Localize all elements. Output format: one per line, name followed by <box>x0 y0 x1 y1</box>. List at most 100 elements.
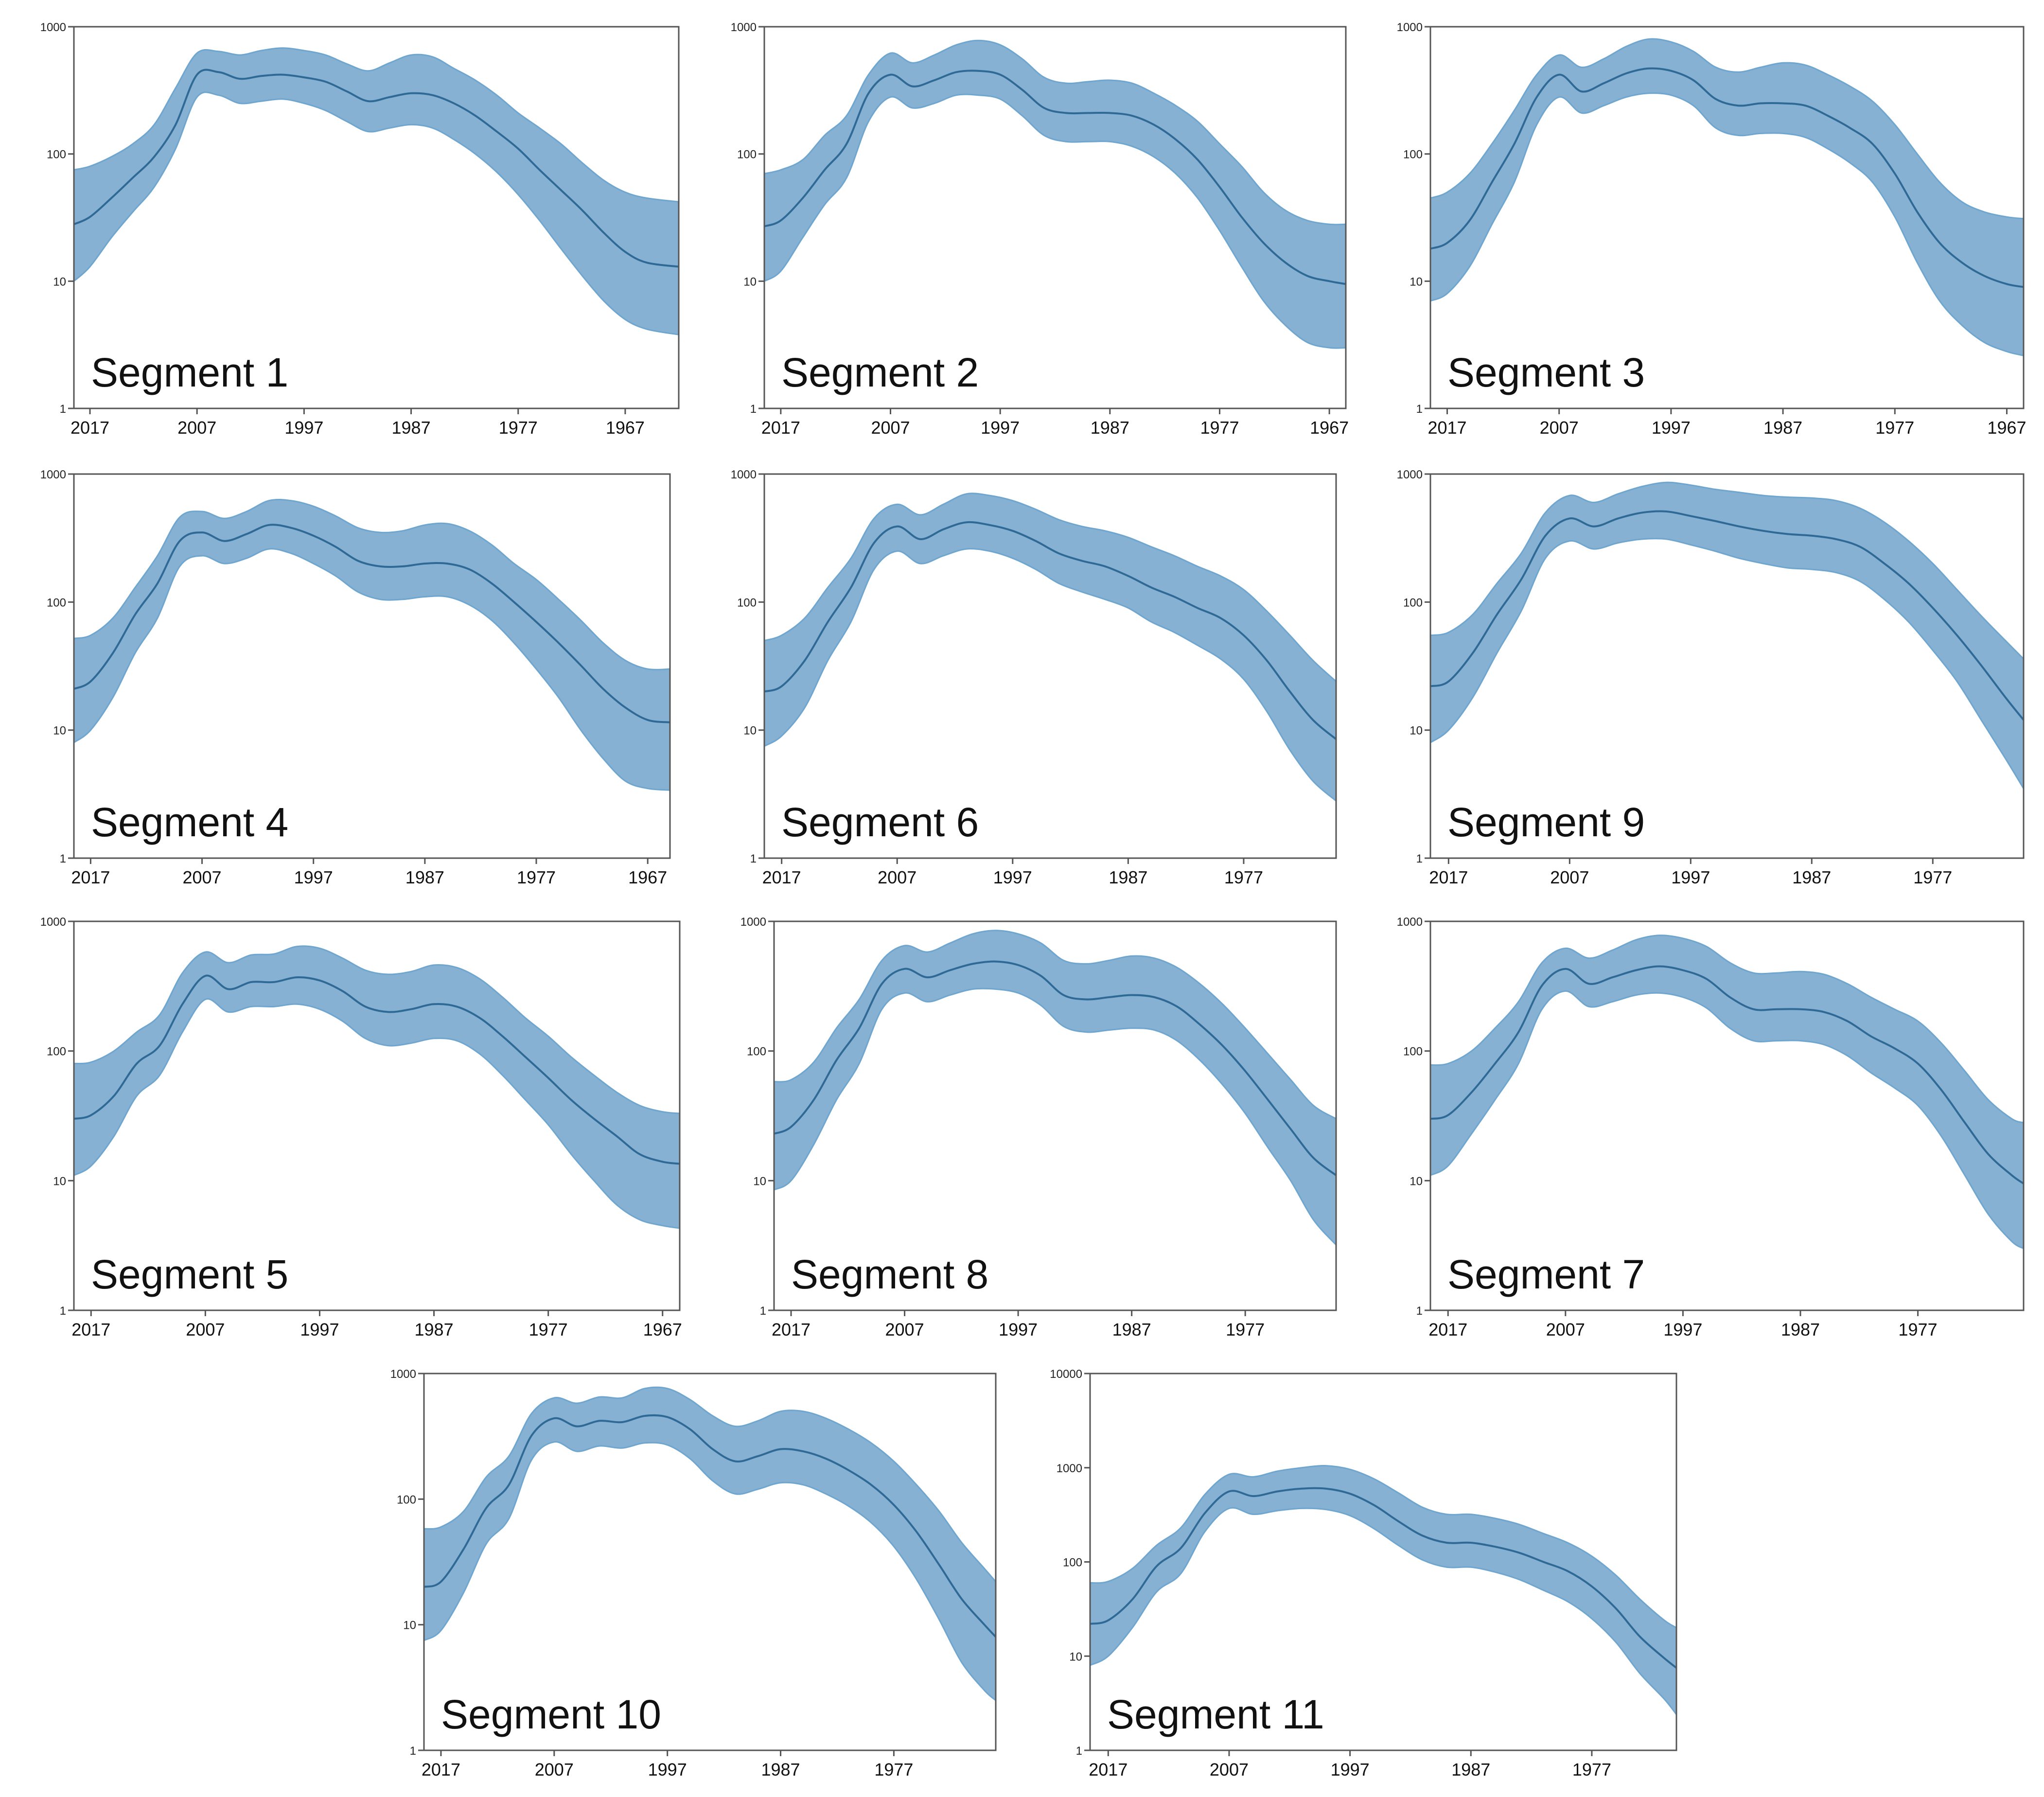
plot-frame <box>1429 26 2025 409</box>
median-line <box>1430 510 2025 721</box>
median-line <box>764 70 1346 285</box>
plot-frame <box>73 920 681 1311</box>
y-tick-label-1: 1 <box>60 1304 66 1318</box>
y-tick-label-100: 100 <box>737 148 757 161</box>
confidence-band <box>1429 38 2025 357</box>
confidence-band <box>1089 1465 1677 1717</box>
confidence-band <box>773 930 1337 1247</box>
chart-svg: 1 10 100 1000 2017 2007 1997 1987 1977 1967 Segmen… <box>40 916 682 1339</box>
x-tick-label-2017: 2017 <box>71 867 110 887</box>
x-tick-label-2007: 2007 <box>1210 1760 1249 1779</box>
x-tick-label-1997: 1997 <box>300 1320 339 1339</box>
x-tick-label-1987: 1987 <box>761 1760 800 1779</box>
x-tick-label-1987: 1987 <box>1792 867 1831 887</box>
panel-segment-2: 1 10 100 1000 2017 2007 1997 1987 1977 1967 Segmen… <box>690 0 1366 452</box>
x-tick-label-1977: 1977 <box>1899 1320 1938 1339</box>
y-tick-label-1: 1 <box>1416 403 1423 416</box>
median-line <box>1430 965 2025 1184</box>
x-tick-label-2017: 2017 <box>762 867 801 887</box>
chart-svg: 1 10 100 1000 2017 2007 1997 1987 1977 Segment 7 <box>1397 916 2025 1339</box>
y-tick-label-100: 100 <box>1403 148 1423 161</box>
y-tick-label-1000: 1000 <box>731 468 757 481</box>
x-tick-label-2007: 2007 <box>177 418 216 438</box>
y-tick-label-100: 100 <box>747 1045 766 1058</box>
y-tick-label-1000: 1000 <box>40 916 66 929</box>
confidence-band <box>763 493 1337 803</box>
median-line <box>1090 1487 1677 1669</box>
median-line <box>73 974 680 1165</box>
plot-frame <box>773 920 1337 1311</box>
y-tick-label-10: 10 <box>1410 724 1423 738</box>
median-line <box>423 1414 997 1638</box>
x-tick-label-1997: 1997 <box>648 1760 687 1779</box>
panel-segment-3: 1 10 100 1000 2017 2007 1997 1987 1977 1967 Segmen… <box>1357 0 2044 452</box>
y-tick-label-10: 10 <box>1410 275 1423 288</box>
y-tick-label-1: 1 <box>1076 1744 1082 1758</box>
y-tick-label-1000: 1000 <box>740 916 766 929</box>
y-tick-label-1: 1 <box>410 1744 416 1758</box>
y-tick-label-100: 100 <box>397 1493 416 1506</box>
x-tick-label-1997: 1997 <box>1671 867 1710 887</box>
x-tick-label-1967: 1967 <box>628 867 667 887</box>
y-tick-label-10: 10 <box>753 1175 766 1188</box>
plot-frame <box>763 473 1337 859</box>
x-tick-label-1977: 1977 <box>1226 1320 1265 1339</box>
chart-svg: 1 10 100 1000 2017 2007 1997 1987 1977 1967 Segmen… <box>731 21 1349 438</box>
x-tick-label-1997: 1997 <box>981 418 1020 438</box>
median-line <box>73 69 679 268</box>
y-tick-label-1: 1 <box>60 403 66 416</box>
x-tick-label-2017: 2017 <box>70 418 109 438</box>
x-tick-label-1997: 1997 <box>1331 1760 1370 1779</box>
segment-label: Segment 4 <box>91 799 288 845</box>
plot-frame <box>73 26 680 409</box>
x-tick-label-2007: 2007 <box>186 1320 225 1339</box>
plot-frame <box>423 1373 997 1751</box>
median-line <box>764 521 1337 740</box>
x-tick-label-1977: 1977 <box>517 867 556 887</box>
confidence-band <box>1429 934 2025 1250</box>
y-tick-label-10: 10 <box>743 275 757 288</box>
x-tick-label-1967: 1967 <box>1987 418 2026 438</box>
confidence-band <box>763 39 1347 349</box>
x-tick-label-1987: 1987 <box>405 867 444 887</box>
segment-label: Segment 10 <box>441 1691 661 1737</box>
panel-segment-5: 1 10 100 1000 2017 2007 1997 1987 1977 1967 Segmen… <box>0 895 700 1354</box>
y-tick-label-10: 10 <box>403 1619 416 1632</box>
x-tick-label-1987: 1987 <box>392 418 431 438</box>
y-tick-label-1: 1 <box>750 403 757 416</box>
y-tick-label-10: 10 <box>53 275 66 288</box>
x-tick-label-1987: 1987 <box>1781 1320 1820 1339</box>
x-tick-label-2007: 2007 <box>1550 867 1589 887</box>
x-tick-label-1977: 1977 <box>1200 418 1239 438</box>
x-tick-label-1987: 1987 <box>415 1320 454 1339</box>
chart-svg: 1 10 100 1000 2017 2007 1997 1987 1977 1967 Segmen… <box>40 21 680 438</box>
x-tick-label-2017: 2017 <box>761 418 800 438</box>
segment-label: Segment 8 <box>791 1251 988 1297</box>
median-line <box>73 524 670 723</box>
x-tick-label-1977: 1977 <box>1875 418 1914 438</box>
segment-label: Segment 3 <box>1447 350 1645 395</box>
x-tick-label-1977: 1977 <box>1913 867 1952 887</box>
panel-segment-7: 1 10 100 1000 2017 2007 1997 1987 1977 Segment 7 <box>1357 895 2044 1354</box>
chart-svg: 1 10 100 1000 2017 2007 1997 1987 1977 1967 Segmen… <box>1397 21 2026 438</box>
confidence-band <box>423 1386 997 1702</box>
x-tick-label-1967: 1967 <box>606 418 645 438</box>
y-tick-label-10: 10 <box>53 724 66 738</box>
x-tick-label-2017: 2017 <box>1089 1760 1128 1779</box>
x-tick-label-1987: 1987 <box>1451 1760 1490 1779</box>
y-tick-label-100: 100 <box>47 148 66 161</box>
x-tick-label-2017: 2017 <box>71 1320 110 1339</box>
x-tick-label-2007: 2007 <box>878 867 916 887</box>
x-tick-label-1997: 1997 <box>993 867 1032 887</box>
x-tick-label-1997: 1997 <box>284 418 323 438</box>
x-tick-label-2007: 2007 <box>535 1760 574 1779</box>
x-tick-label-2007: 2007 <box>1546 1320 1585 1339</box>
x-tick-label-1977: 1977 <box>1224 867 1263 887</box>
x-tick-label-1987: 1987 <box>1763 418 1802 438</box>
confidence-band <box>1429 481 2025 792</box>
segment-label: Segment 11 <box>1107 1691 1324 1737</box>
panel-segment-9: 1 10 100 1000 2017 2007 1997 1987 1977 Segment 9 <box>1357 447 2044 902</box>
chart-svg: 1 10 100 1000 2017 2007 1997 1987 1977 Segment 6 <box>731 468 1337 887</box>
y-tick-label-100: 100 <box>47 596 66 609</box>
